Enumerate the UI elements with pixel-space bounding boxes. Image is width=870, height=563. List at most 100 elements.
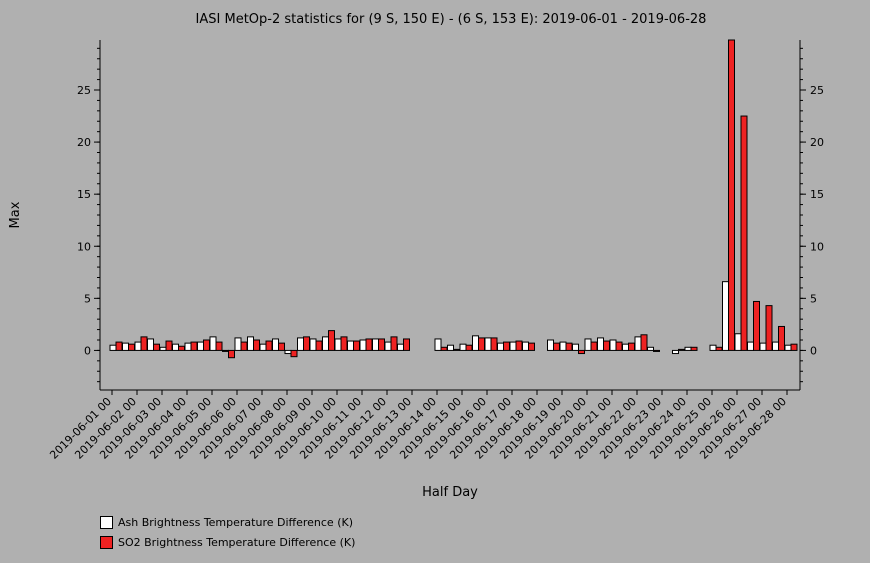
so2-bar xyxy=(728,39,735,351)
y-tick-label: 5 xyxy=(84,292,91,305)
ash-bar xyxy=(184,342,192,351)
ash-bar xyxy=(347,340,354,351)
ash-bar xyxy=(522,341,529,351)
ash-bar xyxy=(672,349,679,355)
ash-bar xyxy=(384,341,392,351)
ash-bar xyxy=(309,338,317,351)
so2-bar xyxy=(528,342,535,351)
ash-bar xyxy=(147,338,154,351)
so2-bar xyxy=(203,339,210,351)
ash-bar xyxy=(172,343,179,351)
so2-bar xyxy=(740,115,748,351)
ash-bar xyxy=(559,341,567,351)
ash-bar xyxy=(397,343,404,351)
ash-bar xyxy=(322,336,329,351)
legend-item-ash: Ash Brightness Temperature Difference (K… xyxy=(100,513,355,531)
so2-bar xyxy=(465,344,473,351)
so2-bar xyxy=(440,346,448,351)
so2-bar xyxy=(715,346,723,351)
ash-bar xyxy=(759,342,767,351)
so2-bar xyxy=(178,345,185,351)
ash-bar xyxy=(209,336,217,351)
ash-bar xyxy=(234,337,242,351)
legend-label-ash: Ash Brightness Temperature Difference (K… xyxy=(118,515,353,529)
ash-bar xyxy=(484,337,492,351)
so2-bar xyxy=(578,349,585,355)
so2-bar xyxy=(403,338,410,351)
ash-bar xyxy=(734,333,742,351)
so2-bar xyxy=(165,340,173,351)
ash-bar xyxy=(472,335,479,351)
so2-bar xyxy=(365,338,373,351)
y-tick-label: 10 xyxy=(77,240,91,253)
so2-bar xyxy=(653,349,660,352)
ash-bar xyxy=(134,341,142,351)
ash-bar xyxy=(372,338,379,351)
ash-bar xyxy=(609,339,617,351)
ash-bar xyxy=(272,338,279,351)
so2-bar xyxy=(378,338,385,351)
ash-bar xyxy=(647,346,654,351)
so2-bar xyxy=(490,337,498,351)
so2-bar xyxy=(753,300,760,351)
so2-bar xyxy=(590,341,598,351)
y-tick-label-right: 15 xyxy=(810,188,824,201)
legend-label-so2: SO2 Brightness Temperature Difference (K… xyxy=(118,535,356,549)
legend-swatch-ash xyxy=(100,515,113,529)
ash-bar xyxy=(622,343,629,351)
ash-bar xyxy=(597,337,604,351)
so2-bar xyxy=(240,341,248,351)
so2-bar xyxy=(140,336,148,351)
so2-bar xyxy=(128,343,135,351)
so2-bar xyxy=(303,336,310,351)
so2-bar xyxy=(640,334,648,351)
ash-bar xyxy=(447,344,454,351)
so2-bar xyxy=(265,340,273,351)
so2-bar xyxy=(215,341,223,351)
ash-bar xyxy=(772,341,779,351)
ash-bar xyxy=(584,338,592,351)
ash-bar xyxy=(434,338,442,351)
so2-bar xyxy=(615,341,623,351)
so2-bar xyxy=(690,346,698,351)
so2-bar xyxy=(190,341,198,351)
ash-bar xyxy=(634,336,642,351)
so2-bar xyxy=(515,340,523,351)
ash-bar xyxy=(284,349,292,355)
so2-bar xyxy=(278,342,285,351)
so2-bar xyxy=(565,342,573,351)
ash-bar xyxy=(722,281,729,351)
so2-bar xyxy=(390,336,398,351)
so2-bar xyxy=(628,342,635,351)
ash-bar xyxy=(684,346,692,351)
y-tick-label: 25 xyxy=(77,84,91,97)
so2-bar xyxy=(315,340,323,351)
so2-bar xyxy=(328,330,335,351)
so2-bar xyxy=(353,340,360,351)
ash-bar xyxy=(497,342,504,351)
ash-bar xyxy=(109,344,117,351)
so2-bar xyxy=(115,341,123,351)
ash-bar xyxy=(259,343,267,351)
ash-bar xyxy=(509,341,517,351)
ash-bar xyxy=(297,337,304,351)
so2-bar xyxy=(553,342,560,351)
so2-bar xyxy=(153,343,160,351)
legend-item-so2: SO2 Brightness Temperature Difference (K… xyxy=(100,533,355,551)
ash-bar xyxy=(122,342,129,351)
y-tick-label: 0 xyxy=(84,344,91,357)
ash-bar xyxy=(547,339,554,351)
ash-bar xyxy=(747,341,754,351)
so2-bar xyxy=(765,305,773,351)
y-tick-label-right: 5 xyxy=(810,292,817,305)
y-tick-label: 20 xyxy=(77,136,91,149)
ash-bar xyxy=(459,343,467,351)
so2-bar xyxy=(340,336,348,351)
ash-bar xyxy=(247,336,254,351)
so2-bar xyxy=(603,340,610,351)
ash-bar xyxy=(784,344,792,351)
ash-bar xyxy=(572,343,579,351)
y-tick-label-right: 10 xyxy=(810,240,824,253)
y-axis-label: Max xyxy=(8,201,23,228)
